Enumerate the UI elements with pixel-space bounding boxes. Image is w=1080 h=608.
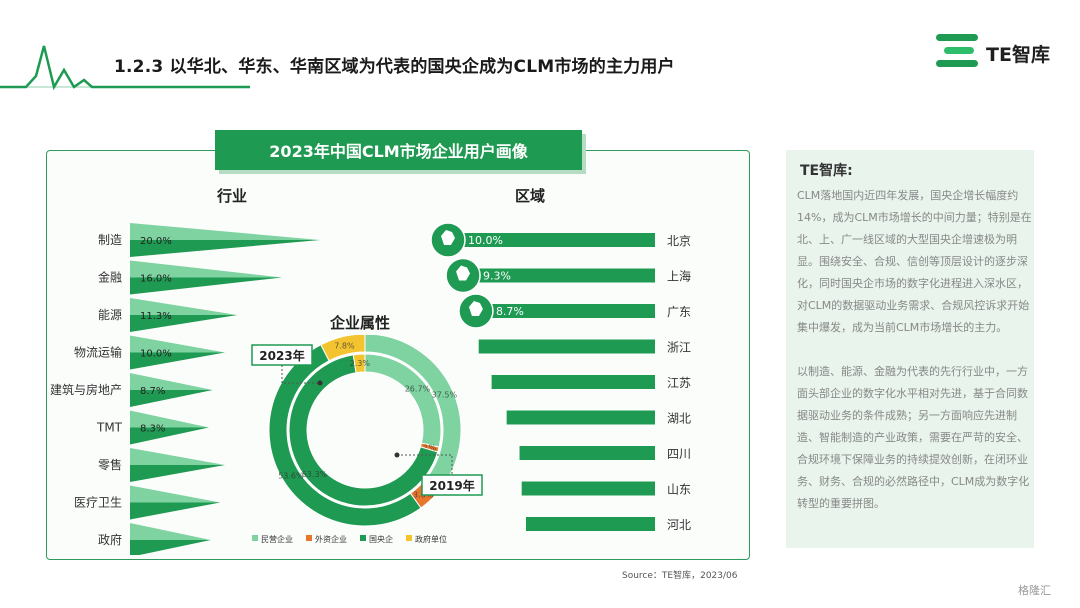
region-value-label: 10.0% bbox=[468, 234, 503, 247]
industry-bar bbox=[130, 315, 238, 332]
industry-label: 金融 bbox=[98, 270, 122, 285]
industry-bar-upper bbox=[130, 298, 238, 315]
industry-bar bbox=[130, 540, 211, 555]
region-bar bbox=[526, 517, 655, 531]
donut-slice-label: 37.5% bbox=[432, 390, 458, 399]
legend-item: 民营企业 bbox=[261, 534, 293, 544]
industry-value-label: 20.0% bbox=[140, 236, 172, 247]
heartbeat-line-decoration bbox=[0, 45, 250, 91]
year-tag-2019-label: 2019年 bbox=[429, 478, 474, 493]
guangdong-map-icon-shape bbox=[468, 301, 483, 316]
legend-swatch bbox=[252, 535, 258, 541]
industry-bar bbox=[130, 240, 320, 257]
logo-text: TE智库 bbox=[986, 44, 1050, 66]
te-logo-icon bbox=[936, 34, 978, 67]
year-tag-2019-dot bbox=[394, 452, 400, 458]
industry-bar bbox=[130, 427, 209, 445]
year-tag-2023-label: 2023年 bbox=[259, 348, 304, 363]
region-bar bbox=[467, 304, 655, 318]
donut-slice-label: 63.3% bbox=[302, 470, 328, 479]
year-tag-2023-leader bbox=[281, 365, 320, 384]
industry-label: 物流运输 bbox=[74, 345, 122, 360]
industry-value-label: 16.0% bbox=[140, 274, 172, 285]
legend-item: 国央企 bbox=[369, 534, 393, 544]
region-bar bbox=[491, 375, 655, 389]
industry-bar-upper bbox=[130, 410, 209, 428]
industry-value-label: 8.3% bbox=[140, 424, 165, 435]
region-bar bbox=[440, 233, 655, 247]
donut-slice-label: 1% bbox=[423, 443, 436, 452]
industry-label: 能源 bbox=[98, 308, 122, 322]
region-value-label: 8.7% bbox=[496, 305, 524, 318]
region-label: 广东 bbox=[667, 305, 691, 319]
industry-section-title: 行业 bbox=[217, 187, 248, 205]
legend-swatch bbox=[306, 535, 312, 541]
region-label: 北京 bbox=[667, 234, 691, 248]
commentary-paragraph-2: 以制造、能源、金融为代表的先行行业中，一方面头部企业的数字化水平相对先进，基于合… bbox=[797, 365, 1030, 510]
beijing-map-icon-shape bbox=[441, 230, 455, 245]
region-label: 上海 bbox=[667, 269, 691, 284]
industry-label: 医疗卫生 bbox=[74, 496, 122, 510]
region-label: 江苏 bbox=[667, 376, 691, 390]
industry-bar-upper bbox=[130, 485, 221, 503]
industry-bar-upper bbox=[130, 523, 211, 540]
region-section-title: 区域 bbox=[515, 187, 546, 205]
industry-value-label: 10.0% bbox=[140, 349, 172, 360]
region-label: 湖北 bbox=[667, 411, 691, 426]
industry-label: 政府 bbox=[98, 532, 122, 547]
industry-bar-upper bbox=[130, 335, 225, 353]
donut-slice-label: 53.6% bbox=[278, 471, 304, 480]
legend-swatch bbox=[406, 535, 412, 541]
panel-title: 2023年中国CLM市场企业用户画像 bbox=[215, 130, 582, 170]
industry-label: 制造 bbox=[98, 233, 122, 247]
industry-value-label: 11.3% bbox=[140, 311, 172, 322]
industry-bar bbox=[130, 277, 282, 295]
industry-value-label: 8.7% bbox=[140, 386, 165, 397]
industry-bar bbox=[130, 502, 221, 520]
industry-bar-upper bbox=[130, 223, 320, 240]
donut-slice-政府单位 bbox=[352, 353, 366, 374]
legend-item: 政府单位 bbox=[415, 534, 447, 544]
attr-section-title: 企业属性 bbox=[330, 314, 391, 332]
industry-bar bbox=[130, 465, 225, 482]
watermark: 格隆汇 bbox=[1018, 584, 1051, 597]
legend-item: 外资企业 bbox=[315, 534, 347, 544]
donut-slice-label: 7.8% bbox=[334, 341, 355, 350]
legend-swatch bbox=[360, 535, 366, 541]
industry-bar bbox=[130, 352, 225, 370]
region-bar bbox=[506, 410, 655, 425]
commentary-paragraph-1: CLM落地国内近四年发展，国央企增长幅度约14%，成为CLM市场增长的中间力量；… bbox=[797, 189, 1032, 334]
industry-label: 零售 bbox=[98, 457, 122, 472]
donut-slice-label: 26.7% bbox=[405, 384, 431, 393]
year-tag-2023-dot bbox=[317, 380, 323, 386]
region-value-label: 9.3% bbox=[483, 270, 511, 283]
region-bar bbox=[521, 481, 655, 496]
year-tag-2019 bbox=[421, 474, 483, 496]
industry-label: 建筑与房地产 bbox=[50, 382, 122, 397]
page-title: 1.2.3 以华北、华东、华南区域为代表的国央企成为CLM市场的主力用户 bbox=[114, 57, 675, 77]
industry-chart: 制造 20.0% 金融 16.0% 能源 11.3% 物流运输 10.0% 建筑与房地产 8.7%… bbox=[50, 223, 320, 555]
donut-slice-政府单位 bbox=[320, 335, 366, 362]
source-note: Source：TE智库，2023/06 bbox=[622, 571, 738, 581]
region-bar bbox=[519, 446, 655, 460]
year-tag-2019-leader bbox=[397, 454, 453, 475]
region-bar bbox=[478, 339, 655, 354]
industry-bar-upper bbox=[130, 448, 225, 465]
region-label: 四川 bbox=[667, 447, 691, 461]
commentary-panel bbox=[786, 150, 1034, 548]
donut-slice-label: 2.3% bbox=[350, 359, 371, 368]
industry-label: TMT bbox=[96, 421, 123, 435]
region-label: 浙江 bbox=[667, 341, 691, 355]
industry-bar-upper bbox=[130, 260, 282, 278]
region-label: 山东 bbox=[667, 483, 691, 497]
donut-slice-国央企 bbox=[288, 354, 439, 507]
region-label: 河北 bbox=[667, 518, 691, 532]
enterprise-attr-chart: 26.7%1%63.3%2.3%37.5%3.6%53.6%7.8%2023年2… bbox=[251, 335, 483, 544]
commentary-title: TE智库: bbox=[800, 163, 853, 179]
region-bar bbox=[455, 268, 655, 283]
shanghai-map-icon-shape bbox=[456, 265, 471, 281]
